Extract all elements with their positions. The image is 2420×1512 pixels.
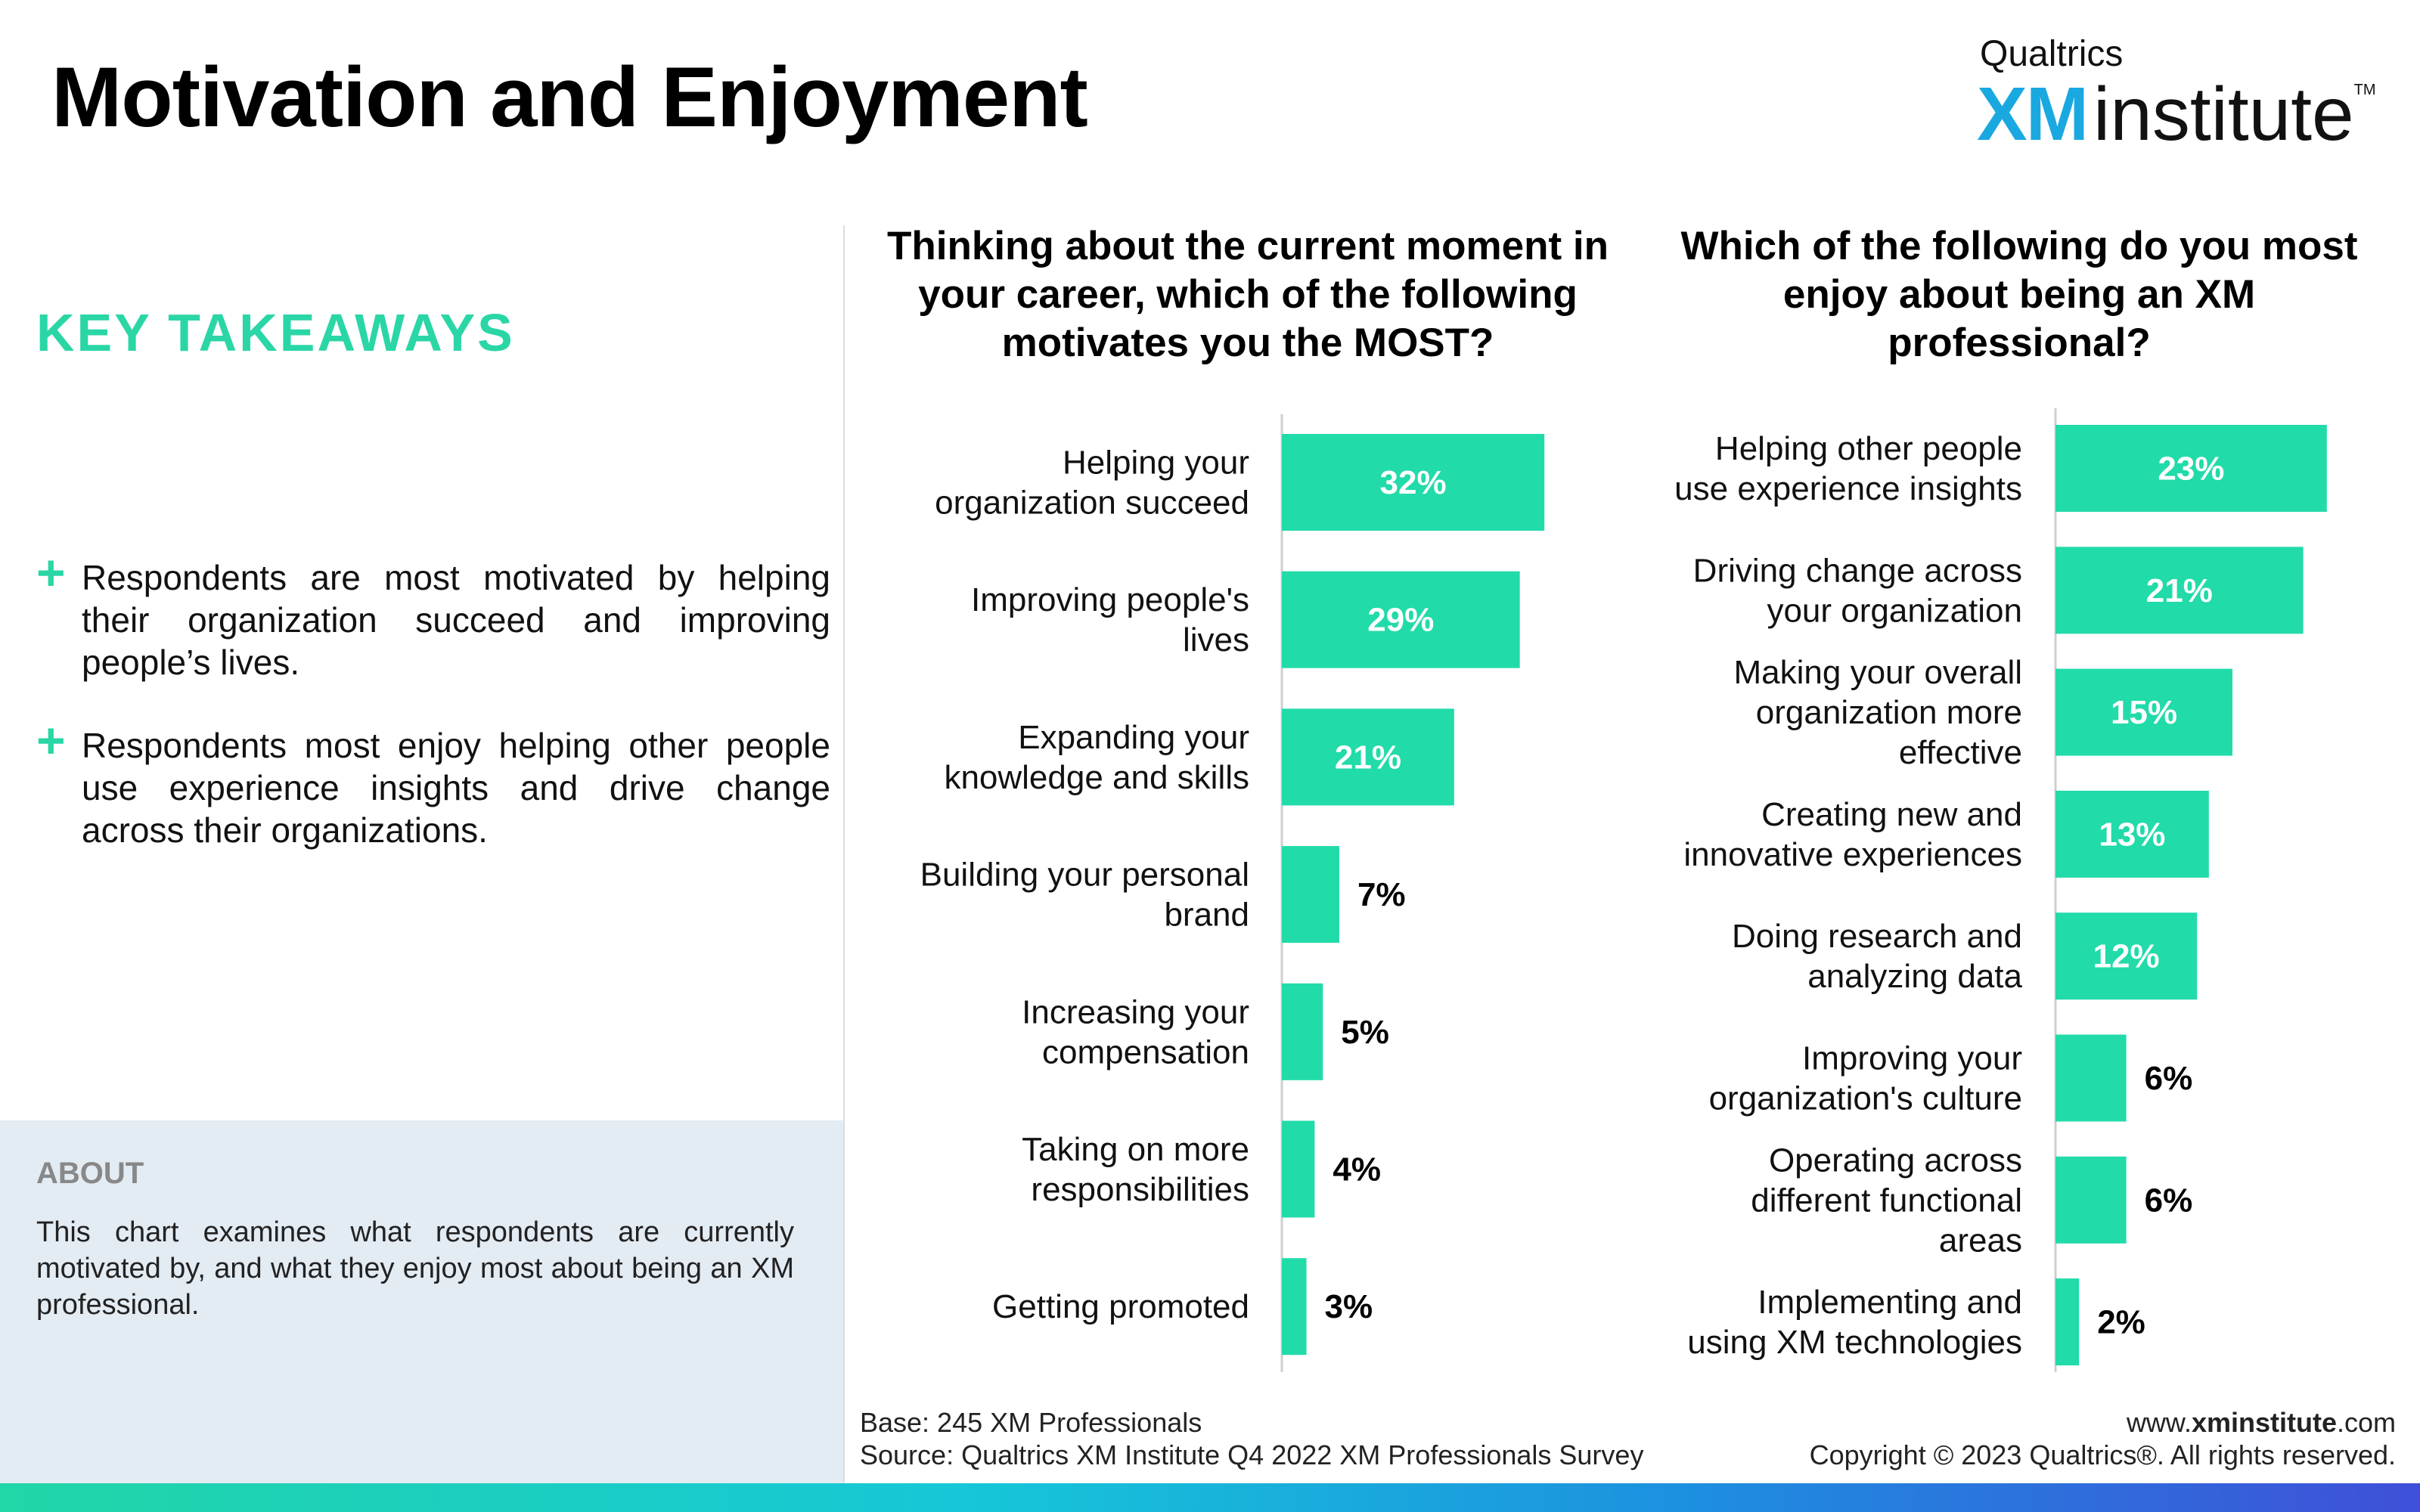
logo-wordmark: XMinstituteTM — [1977, 71, 2376, 158]
category-label: Building your personal brand — [920, 857, 1249, 934]
plus-icon: + — [36, 544, 66, 600]
data-label: 21% — [1335, 739, 1401, 776]
bar — [1282, 1258, 1307, 1356]
category-label: Doing research and analyzing data — [1732, 918, 2023, 995]
category-label: Driving change across your organization — [1693, 552, 2022, 629]
data-label: 5% — [1341, 1014, 1389, 1051]
data-label: 7% — [1357, 876, 1406, 913]
data-label: 12% — [2093, 938, 2160, 975]
data-label: 6% — [2145, 1060, 2193, 1097]
key-takeaways-heading: KEY TAKEAWAYS — [36, 303, 515, 362]
category-label: Getting promoted — [992, 1288, 1249, 1325]
bar — [1282, 846, 1339, 943]
copyright-text: Copyright © 2023 Qualtrics®. All rights … — [1809, 1439, 2396, 1470]
about-panel — [0, 1120, 843, 1483]
bar — [2055, 668, 2232, 756]
category-label: Increasing your compensation — [1022, 993, 1249, 1070]
category-label: Making your overall organization more effe… — [1734, 654, 2023, 771]
bar — [2055, 912, 2198, 1000]
logo-institute: institute — [2093, 72, 2354, 156]
xm-institute-logo: Qualtrics XMinstituteTM — [1977, 33, 2376, 156]
category-label: Implementing and using XM technologies — [1687, 1284, 2022, 1361]
page-title: Motivation and Enjoyment — [51, 50, 1088, 144]
chart-1-title: Thinking about the current moment in you… — [887, 224, 1609, 365]
plus-icon: + — [36, 712, 66, 768]
category-label: Improving people's lives — [971, 581, 1249, 658]
data-label: 15% — [2111, 694, 2177, 731]
bar — [1282, 571, 1520, 668]
data-label: 13% — [2099, 816, 2165, 853]
data-label: 6% — [2145, 1182, 2193, 1219]
chart-2-title: Which of the following do you most enjoy… — [1680, 224, 2358, 365]
bar — [2055, 1156, 2127, 1244]
about-heading: ABOUT — [36, 1157, 144, 1190]
category-label: Operating across different functional area… — [1751, 1142, 2022, 1259]
footer-credits: www.xminstitute.com Copyright © 2023 Qua… — [1810, 1406, 2396, 1471]
data-label: 32% — [1380, 464, 1447, 501]
logo-trademark: TM — [2353, 82, 2376, 98]
footer-source-text: Source: Qualtrics XM Institute Q4 2022 X… — [860, 1439, 1644, 1470]
data-label: 29% — [1367, 602, 1434, 639]
bar — [2055, 425, 2327, 512]
footer-base: Base: 245 XM Professionals — [860, 1407, 1202, 1438]
data-label: 23% — [2158, 451, 2224, 488]
logo-xm: XM — [1977, 72, 2089, 156]
category-label: Taking on more responsibilities — [1022, 1131, 1249, 1208]
category-label: Helping your organization succeed — [935, 445, 1249, 522]
bar — [2055, 1278, 2080, 1366]
bar — [1282, 708, 1454, 806]
bar — [1282, 434, 1545, 531]
data-label: 3% — [1325, 1288, 1373, 1325]
bar — [2055, 790, 2209, 878]
bar — [1282, 1120, 1315, 1218]
bar — [1282, 983, 1323, 1080]
category-label: Expanding your knowledge and skills — [944, 719, 1249, 796]
footer-source: Base: 245 XM Professionals Source: Qualt… — [860, 1406, 1643, 1471]
category-label: Helping other people use experience insig… — [1674, 430, 2022, 507]
data-label: 4% — [1333, 1151, 1381, 1188]
category-label: Improving your organization's culture — [1709, 1040, 2022, 1117]
section-divider — [843, 225, 845, 1483]
logo-qualtrics-text: Qualtrics — [1980, 34, 2124, 74]
data-label: 21% — [2146, 572, 2213, 609]
website-link[interactable]: www.xminstitute.com — [2126, 1407, 2396, 1438]
takeaway-text: Respondents are most motivated by helpin… — [82, 558, 830, 682]
takeaway-text: Respondents most enjoy helping other peo… — [82, 726, 830, 850]
data-label: 2% — [2097, 1304, 2145, 1341]
about-text: This chart examines what respondents are… — [36, 1216, 794, 1321]
category-label: Creating new and innovative experiences — [1683, 796, 2022, 873]
bar — [2055, 547, 2304, 634]
bottom-gradient-bar — [0, 1483, 2420, 1512]
bar — [2055, 1034, 2127, 1122]
